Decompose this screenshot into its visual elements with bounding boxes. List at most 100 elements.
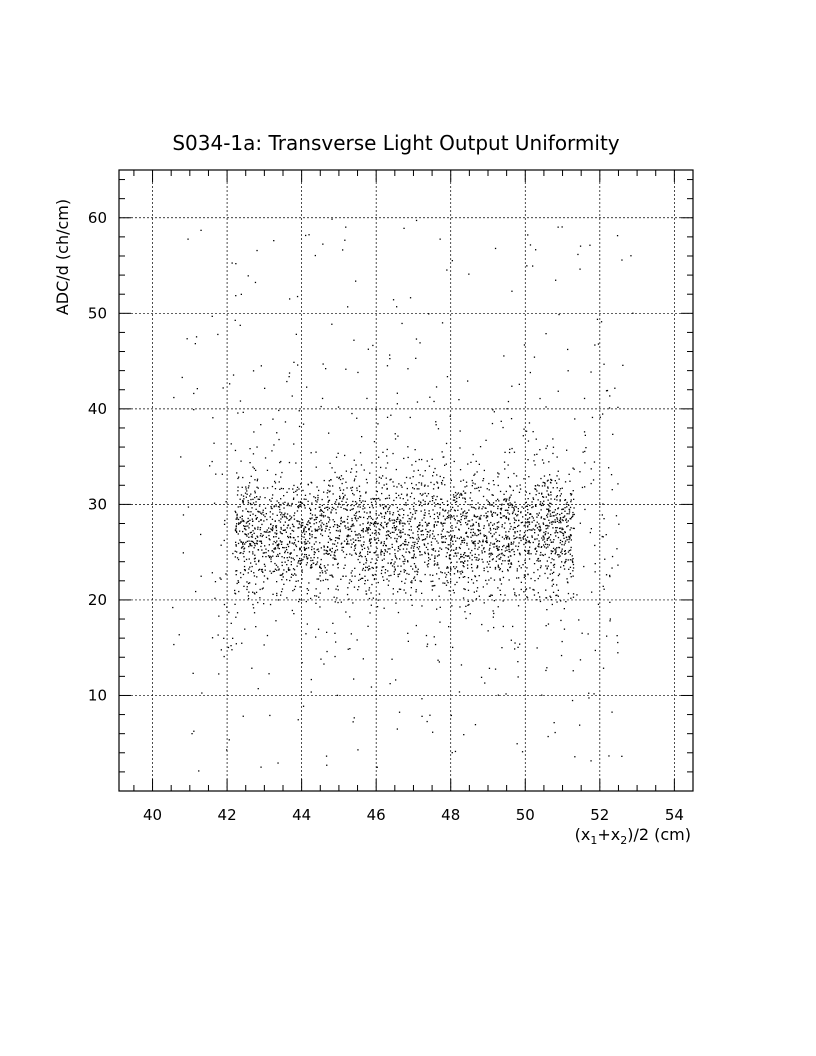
data-point (333, 521, 336, 523)
data-point (527, 440, 530, 442)
data-point (246, 540, 248, 542)
data-point (614, 387, 616, 389)
data-point (536, 513, 538, 515)
data-point (291, 523, 294, 525)
data-point (517, 549, 519, 551)
data-point (274, 532, 276, 534)
data-point (243, 569, 246, 571)
data-point (372, 523, 375, 526)
data-point (360, 544, 362, 546)
data-point (394, 527, 397, 529)
data-point (271, 550, 273, 552)
data-point (529, 513, 531, 515)
data-point (527, 234, 529, 236)
data-point (236, 523, 238, 525)
data-point (529, 371, 531, 374)
data-point (435, 499, 437, 501)
data-point (390, 562, 392, 564)
data-point (318, 526, 320, 528)
data-point (495, 538, 497, 540)
data-point (444, 464, 446, 466)
data-point (357, 537, 359, 539)
data-point (462, 512, 464, 514)
data-point (621, 755, 623, 757)
data-point (349, 553, 351, 555)
data-point (321, 572, 324, 574)
data-point (389, 553, 391, 555)
data-point (483, 534, 485, 536)
data-point (446, 580, 448, 582)
data-point (283, 507, 285, 509)
data-point (315, 522, 318, 524)
data-point (445, 442, 448, 445)
data-point (412, 505, 415, 508)
data-point (317, 548, 319, 550)
data-point (304, 526, 307, 529)
data-point (200, 229, 202, 231)
data-point (301, 519, 304, 521)
data-point (397, 510, 399, 512)
data-point (383, 517, 386, 519)
data-point (320, 580, 322, 582)
data-point (415, 589, 417, 591)
data-point (294, 573, 296, 575)
data-point (351, 525, 353, 527)
data-point (394, 568, 396, 570)
data-point (260, 766, 262, 768)
data-point (464, 510, 466, 512)
data-point (445, 547, 447, 549)
data-point (498, 566, 500, 569)
data-point (265, 536, 268, 538)
data-point (549, 506, 551, 508)
data-point (291, 502, 293, 505)
data-point (249, 519, 251, 521)
data-point (262, 555, 264, 558)
data-point (590, 482, 592, 485)
data-point (187, 506, 190, 508)
data-point (301, 569, 303, 571)
data-point (548, 509, 550, 512)
data-point (380, 542, 382, 544)
data-point (306, 593, 308, 595)
data-point (297, 562, 299, 564)
data-point (448, 517, 450, 519)
data-point (489, 552, 491, 554)
data-point (407, 514, 409, 517)
data-point (411, 604, 413, 606)
data-point (420, 580, 422, 583)
data-point (547, 487, 549, 489)
data-point (309, 512, 312, 515)
data-point (491, 515, 494, 517)
data-point (603, 588, 605, 590)
data-point (328, 491, 330, 493)
data-point (386, 497, 388, 499)
data-point (380, 552, 382, 554)
data-point (236, 494, 239, 496)
data-point (361, 556, 363, 558)
data-point (424, 503, 426, 505)
data-point (306, 557, 308, 559)
data-point (541, 546, 543, 548)
data-point (286, 491, 288, 493)
data-point (496, 540, 498, 543)
data-point (591, 591, 593, 593)
data-point (519, 643, 521, 645)
data-point (534, 532, 536, 534)
data-point (471, 549, 473, 552)
data-point (242, 542, 244, 544)
data-point (211, 572, 213, 574)
data-point (296, 510, 299, 512)
data-point (256, 540, 258, 542)
data-point (344, 454, 346, 457)
data-point (257, 510, 259, 512)
data-point (391, 531, 393, 533)
data-point (333, 558, 336, 560)
data-point (555, 535, 557, 537)
data-point (548, 544, 550, 546)
data-point (404, 582, 406, 584)
data-point (558, 521, 560, 524)
data-point (617, 406, 619, 408)
data-point (276, 540, 278, 542)
data-point (327, 579, 329, 581)
